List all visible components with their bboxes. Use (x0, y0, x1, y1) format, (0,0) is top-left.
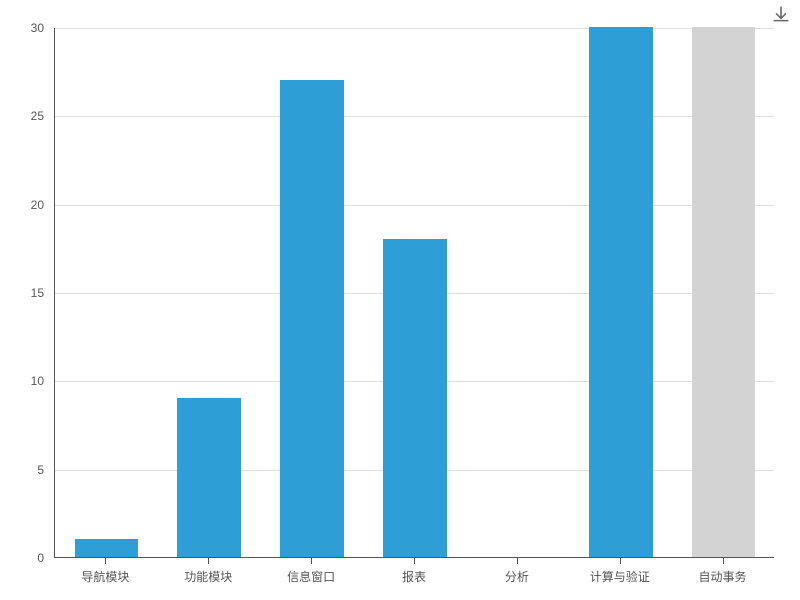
x-tick (105, 558, 106, 564)
plot-area (54, 28, 774, 558)
x-tick (311, 558, 312, 564)
gridline (55, 116, 774, 117)
x-tick-label: 自动事务 (699, 568, 747, 585)
x-tick (620, 558, 621, 564)
bar[interactable] (75, 539, 139, 557)
x-tick-label: 报表 (402, 568, 426, 585)
x-tick-label: 分析 (505, 568, 529, 585)
x-tick (723, 558, 724, 564)
x-tick-label: 导航模块 (81, 568, 129, 585)
bar[interactable] (692, 27, 756, 557)
gridline (55, 28, 774, 29)
y-tick-label: 0 (0, 551, 44, 565)
x-tick (414, 558, 415, 564)
x-tick-label: 功能模块 (184, 568, 232, 585)
bar[interactable] (177, 398, 241, 557)
y-tick-label: 5 (0, 463, 44, 477)
x-tick (517, 558, 518, 564)
y-tick-label: 20 (0, 198, 44, 212)
x-tick (208, 558, 209, 564)
chart-container: 0 5 10 15 20 25 30 导航模块 功能模块 信息窗口 报表 分析 计算与验证 自动事务 (0, 0, 800, 600)
y-tick-label: 10 (0, 374, 44, 388)
y-tick-label: 30 (0, 21, 44, 35)
x-tick-label: 计算与验证 (590, 568, 650, 585)
bar[interactable] (280, 80, 344, 557)
y-tick-label: 25 (0, 109, 44, 123)
gridline (55, 205, 774, 206)
y-tick-label: 15 (0, 286, 44, 300)
download-button[interactable] (772, 6, 790, 24)
x-tick-label: 信息窗口 (287, 568, 335, 585)
bar[interactable] (383, 239, 447, 557)
download-icon (772, 6, 790, 24)
bar[interactable] (589, 27, 653, 557)
